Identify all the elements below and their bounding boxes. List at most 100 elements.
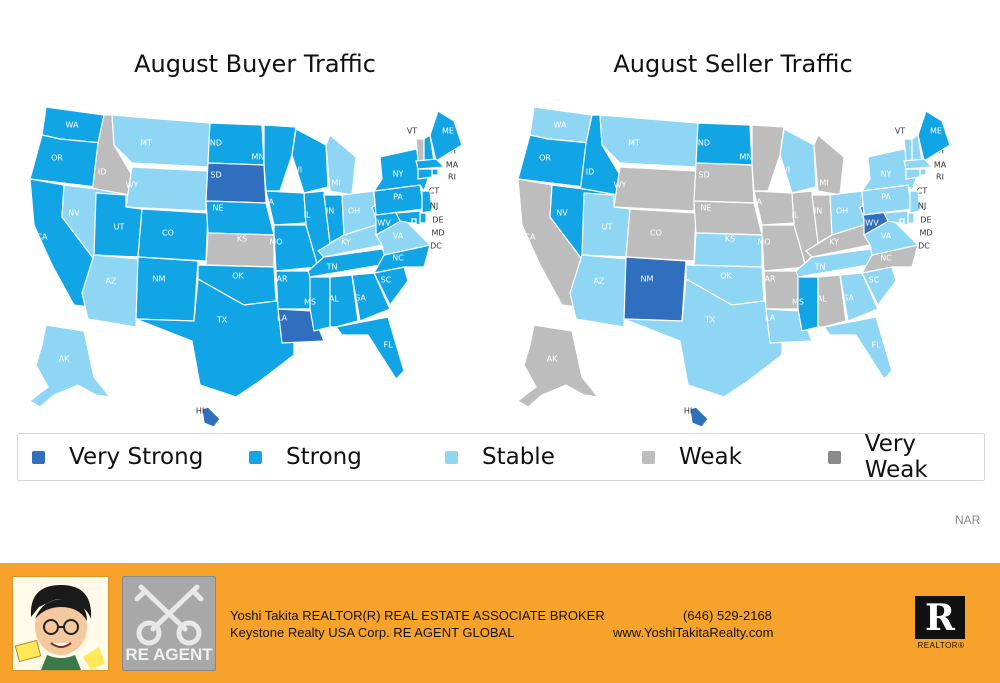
- seller-state-ia: IA: [753, 190, 795, 226]
- buyer-state-shape-az: [81, 254, 141, 328]
- seller-state-wi: WI: [779, 128, 817, 194]
- seller-state-label-wa: WA: [554, 121, 567, 130]
- buyer-state-label-pa: PA: [393, 193, 403, 202]
- seller-state-shape-fl: [822, 316, 893, 380]
- buyer-state-shape-ct: [417, 168, 433, 180]
- legend: Very Strong Strong Stable Weak Very Weak: [17, 431, 985, 483]
- buyer-state-shape-mo: [273, 224, 319, 272]
- seller-state-label-mt: MT: [628, 139, 640, 148]
- buyer-state-label-co: CO: [162, 229, 174, 238]
- seller-state-label-tn: TN: [814, 263, 826, 272]
- seller-state-label-md: MD: [919, 229, 932, 238]
- buyer-state-mn: MN: [252, 124, 297, 192]
- seller-state-label-ri: RI: [936, 173, 944, 182]
- re-agent-logo-text: RE AGENT: [125, 645, 213, 664]
- buyer-state-ri: RI: [431, 168, 456, 182]
- seller-state-label-oh: OH: [836, 207, 848, 216]
- seller-state-label-nj: NJ: [918, 202, 926, 211]
- seller-state-shape-de: [907, 212, 915, 224]
- buyer-state-label-mn: MN: [252, 153, 265, 162]
- buyer-state-shape-tx: [135, 278, 295, 398]
- agent-caricature-image: [12, 576, 109, 671]
- seller-state-label-ar: AR: [764, 275, 775, 284]
- seller-state-nj: NJ: [909, 190, 926, 214]
- seller-state-label-ct: CT: [917, 187, 928, 196]
- seller-state-label-or: OR: [539, 154, 551, 163]
- seller-state-label-tx: TX: [704, 316, 716, 325]
- seller-state-label-sc: SC: [869, 276, 880, 285]
- seller-state-or: OR: [517, 134, 591, 188]
- seller-state-label-id: ID: [586, 168, 595, 177]
- seller-state-label-ks: KS: [725, 235, 735, 244]
- caricature-icon: [14, 585, 105, 670]
- buyer-state-label-ri: RI: [448, 173, 456, 182]
- seller-state-shape-wy: [613, 166, 697, 212]
- seller-state-mi: MI: [813, 134, 845, 196]
- seller-state-label-ky: KY: [829, 238, 839, 247]
- realtor-logo-letter: R: [925, 597, 955, 639]
- buyer-state-shape-ma: [415, 158, 446, 170]
- agent-info: Yoshi Takita REALTOR(R) REAL ESTATE ASSO…: [230, 607, 605, 641]
- buyer-state-label-ny: NY: [393, 170, 404, 179]
- seller-state-label-il: IL: [792, 211, 799, 220]
- legend-item-stable: Stable: [445, 434, 555, 480]
- seller-state-shape-al: [817, 274, 847, 328]
- footer-banner: RE AGENT Yoshi Takita REALTOR(R) REAL ES…: [0, 563, 1000, 683]
- seller-state-shape-ri: [919, 168, 927, 176]
- buyer-state-label-sd: SD: [210, 171, 221, 180]
- seller-state-label-ca: CA: [524, 233, 536, 242]
- buyer-state-label-nd: ND: [210, 139, 222, 148]
- buyer-state-label-la: LA: [277, 314, 288, 323]
- seller-state-ms: MS: [792, 276, 819, 332]
- seller-state-shape-nj: [909, 190, 921, 214]
- agent-website-link[interactable]: www.YoshiTakitaRealty.com: [613, 625, 774, 640]
- buyer-state-label-ak: AK: [59, 355, 70, 364]
- buyer-state-label-hi: HI: [196, 407, 204, 416]
- seller-state-shape-nm: [623, 256, 687, 322]
- buyer-state-mo: MO: [269, 224, 319, 272]
- buyer-state-label-wv: WV: [377, 219, 391, 228]
- buyer-state-tx: TX: [135, 278, 295, 398]
- buyer-state-wi: WI: [291, 128, 329, 194]
- buyer-state-co: CO: [137, 208, 209, 262]
- buyer-state-label-fl: FL: [383, 341, 393, 350]
- buyer-state-label-ne: NE: [212, 204, 223, 213]
- source-label: NAR: [955, 513, 981, 527]
- seller-state-de: DE: [907, 212, 932, 225]
- legend-item-very-weak: Very Weak: [828, 431, 984, 483]
- realtor-logo-word: REALTOR®: [917, 641, 965, 650]
- buyer-state-label-va: VA: [393, 232, 404, 241]
- buyer-state-label-nm: NM: [153, 275, 166, 284]
- seller-state-shape-mn: [751, 124, 785, 192]
- buyer-state-shape-ia: [265, 190, 307, 226]
- seller-state-mt: MT: [599, 114, 699, 168]
- seller-state-label-mo: MO: [757, 238, 770, 247]
- seller-state-label-sd: SD: [698, 171, 709, 180]
- seller-state-ma: MA: [903, 158, 947, 170]
- seller-state-label-me: ME: [930, 127, 942, 136]
- buyer-state-label-ms: MS: [304, 298, 316, 307]
- seller-state-shape-me: [917, 110, 951, 162]
- buyer-state-label-tx: TX: [216, 316, 228, 325]
- seller-state-shape-ct: [905, 168, 921, 180]
- seller-state-label-co: CO: [650, 229, 662, 238]
- buyer-state-shape-wy: [125, 166, 209, 212]
- buyer-map-title: August Buyer Traffic: [134, 50, 376, 78]
- legend-item-very-strong: Very Strong: [32, 434, 203, 480]
- seller-state-tx: TX: [623, 278, 783, 398]
- buyer-state-label-vt: VT: [407, 127, 417, 136]
- seller-state-shape-az: [569, 254, 629, 328]
- seller-state-shape-mo: [761, 224, 807, 272]
- legend-label-weak: Weak: [679, 444, 742, 470]
- buyer-state-label-dc: DC: [430, 242, 442, 251]
- buyer-state-shape-ms: [309, 276, 331, 332]
- buyer-state-shape-ak: [28, 324, 112, 408]
- seller-state-label-de: DE: [920, 216, 931, 225]
- seller-state-shape-tx: [623, 278, 783, 398]
- agent-phone: (646) 529-2168: [683, 608, 772, 623]
- buyer-state-label-ar: AR: [276, 275, 287, 284]
- seller-state-shape-mi: [813, 134, 845, 196]
- buyer-state-wy: WY: [125, 166, 209, 212]
- buyer-state-ga: GA: [351, 272, 391, 322]
- buyer-state-label-nj: NJ: [430, 202, 438, 211]
